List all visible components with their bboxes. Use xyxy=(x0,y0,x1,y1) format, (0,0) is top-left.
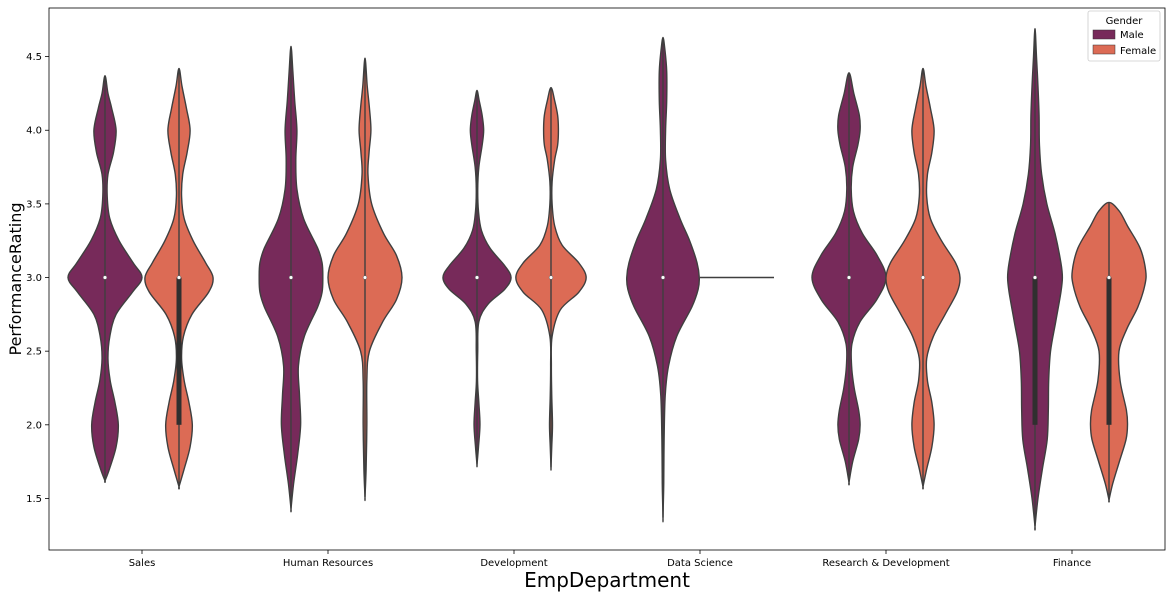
plot-frame xyxy=(48,7,1166,551)
y-axis: 1.5 2.0 2.5 3.0 3.5 4.0 4.5 xyxy=(26,52,49,505)
x-tick-label: Data Science xyxy=(667,558,733,569)
violin-median-point xyxy=(548,275,554,280)
violin-iqr-box xyxy=(1032,277,1038,425)
y-tick-label: 2.0 xyxy=(26,420,42,431)
legend-label-male: Male xyxy=(1120,30,1144,41)
x-tick-label: Finance xyxy=(1053,558,1091,569)
y-tick-label: 1.5 xyxy=(26,494,42,505)
x-tick-label: Development xyxy=(480,558,547,569)
violin-median-point xyxy=(1032,275,1038,280)
violin-development-female xyxy=(515,86,587,471)
violin-median-point xyxy=(846,275,852,280)
y-tick-label: 3.5 xyxy=(26,199,42,210)
x-axis-title: EmpDepartment xyxy=(524,568,690,592)
violin-development-male xyxy=(442,89,512,468)
violin-human-resources-female xyxy=(327,57,403,502)
legend-swatch-female xyxy=(1092,44,1116,55)
y-tick-label: 3.0 xyxy=(26,273,42,284)
x-tick-label: Research & Development xyxy=(822,558,949,569)
violin-median-point xyxy=(288,275,294,280)
legend-label-female: Female xyxy=(1120,46,1156,57)
x-axis: Sales Human Resources Development Data Scie… xyxy=(129,550,1091,569)
y-tick-label: 2.5 xyxy=(26,347,42,358)
x-tick-label: Human Resources xyxy=(283,558,373,569)
violin-median-point xyxy=(362,275,368,280)
y-tick-label: 4.0 xyxy=(26,126,42,137)
violin-research-and-development-female xyxy=(885,67,961,490)
violin-research-and-development-male xyxy=(811,72,887,486)
violin-finance-female xyxy=(1071,201,1147,503)
violin-median-point xyxy=(474,275,480,280)
violin-layer xyxy=(67,27,1147,531)
violin-median-point xyxy=(1106,275,1112,280)
y-tick-label: 4.5 xyxy=(26,52,42,63)
violin-median-point xyxy=(660,275,666,280)
violin-median-point xyxy=(176,275,182,280)
violin-sales-male xyxy=(67,75,143,483)
violin-data-science-male xyxy=(625,36,701,523)
violin-finance-male xyxy=(1006,27,1064,531)
violin-median-point xyxy=(920,275,926,280)
violin-median-point xyxy=(102,275,108,280)
violin-sales-female xyxy=(144,67,214,490)
violin-human-resources-male xyxy=(258,45,324,513)
legend: Gender Male Female xyxy=(1087,10,1161,62)
legend-swatch-male xyxy=(1092,29,1116,40)
violin-iqr-box xyxy=(176,277,182,425)
x-tick-label: Sales xyxy=(129,558,156,569)
legend-title: Gender xyxy=(1106,16,1144,27)
y-axis-title: PerformanceRating xyxy=(6,203,25,356)
violin-iqr-box xyxy=(1106,277,1112,425)
